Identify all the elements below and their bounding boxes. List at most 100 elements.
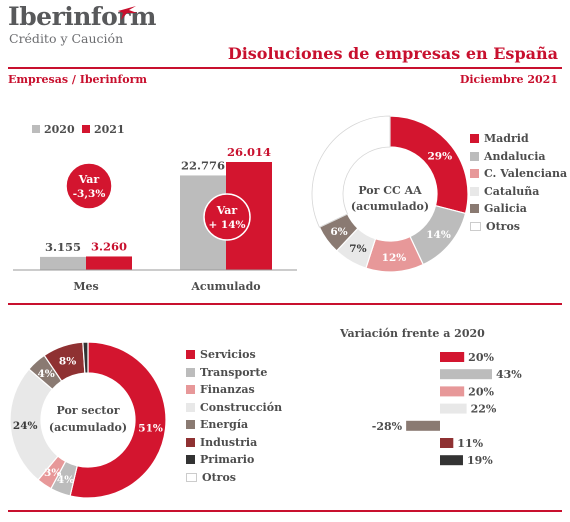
- ccaa-legend-swatch: [470, 204, 479, 214]
- brand-name: Iberinform: [8, 2, 156, 31]
- ccaa-data-label: 14%: [426, 229, 451, 241]
- sector-legend-swatch: [186, 472, 197, 482]
- sector-legend-swatch: [186, 367, 195, 377]
- donut-ccaa-title-line1: Por CC AA: [358, 184, 422, 197]
- sector-slice-primario: [82, 341, 89, 374]
- donut-ccaa-title-line2: (acumulado): [351, 200, 429, 213]
- sector-legend-label: Finanzas: [200, 383, 255, 397]
- variation-bubble-value: -3,3%: [73, 188, 106, 200]
- variation-value-label: 22%: [471, 403, 497, 416]
- sector-legend-label: Servicios: [200, 348, 256, 362]
- ccaa-legend-item: Galicia: [470, 200, 567, 218]
- ccaa-legend-label: Madrid: [484, 132, 529, 146]
- variation-value-label: -28%: [372, 420, 403, 433]
- sector-legend-item: Servicios: [186, 346, 282, 364]
- variation-bar-servicios: [440, 352, 465, 362]
- bar-chart-annotations: Var -3,3% Var + 14%: [65, 162, 251, 241]
- bar-mes-2021: [86, 256, 132, 270]
- sector-legend-swatch: [186, 420, 195, 430]
- sector-legend-item: Finanzas: [186, 381, 282, 399]
- ccaa-legend-label: Otros: [486, 219, 520, 233]
- ccaa-legend-swatch: [470, 169, 479, 179]
- bar-value-label: 26.014: [227, 145, 271, 159]
- legend-swatch-2020: [32, 125, 40, 133]
- sector-data-label: 8%: [59, 355, 76, 367]
- sector-legend-swatch: [186, 437, 195, 447]
- sector-legend-item: Primario: [186, 451, 282, 469]
- ccaa-legend-swatch: [470, 221, 481, 231]
- sector-data-label: 24%: [13, 420, 38, 432]
- variation-bubble: [65, 162, 113, 210]
- ccaa-data-label: 29%: [427, 150, 452, 162]
- variation-bubble-label: Var: [78, 173, 100, 186]
- legend-label-2020: 2020: [44, 123, 75, 136]
- variation-bubble-label: Var: [216, 204, 238, 217]
- ccaa-legend-swatch: [470, 151, 479, 161]
- ccaa-legend-item: Andalucia: [470, 148, 567, 166]
- variation-bar-energ-a: [406, 420, 440, 431]
- category-label-acumulado: Acumulado: [190, 280, 260, 293]
- bar-value-label: 3.155: [45, 240, 81, 254]
- variation-value-label: 11%: [457, 437, 483, 450]
- ccaa-data-label: 6%: [330, 226, 347, 238]
- brand-subtitle: Crédito y Caución: [9, 31, 124, 46]
- source-label: Empresas / Iberinform: [8, 73, 148, 86]
- sector-legend-label: Energía: [200, 418, 249, 432]
- ccaa-legend-label: Cataluña: [484, 184, 540, 198]
- sector-legend-swatch: [186, 402, 195, 412]
- sector-legend-swatch: [186, 350, 195, 360]
- sector-legend-item: Otros: [186, 469, 282, 487]
- ccaa-legend-label: C. Valenciana: [484, 167, 568, 181]
- legend-swatch-2021: [82, 125, 90, 133]
- sector-legend-label: Transporte: [200, 365, 268, 379]
- sector-legend-item: Energía: [186, 416, 282, 434]
- bar-value-label: 3.260: [91, 239, 127, 253]
- ccaa-legend-item: Madrid: [470, 130, 567, 148]
- sector-legend-label: Industria: [200, 435, 258, 449]
- ccaa-legend-swatch: [470, 186, 479, 196]
- ccaa-slice-madrid: [389, 115, 469, 215]
- ccaa-data-label: 12%: [382, 252, 407, 264]
- ccaa-legend-item: C. Valenciana: [470, 165, 567, 183]
- donut-ccaa: 29% 14% 12% 7%6% Por CC AA (acumulado): [311, 115, 469, 273]
- ccaa-legend-item: Otros: [470, 218, 567, 236]
- sector-data-label: 4%: [57, 474, 74, 486]
- legend-label-2021: 2021: [94, 123, 125, 136]
- donut-sector-legend: Servicios Transporte Finanzas Construcción E…: [186, 346, 282, 486]
- bar-mes-2020: [40, 256, 86, 270]
- sector-legend-item: Industria: [186, 434, 282, 452]
- report-title: Disoluciones de empresas en España: [227, 44, 558, 63]
- bar-chart-legend: 2020 2021: [32, 123, 125, 136]
- sector-legend-swatch: [186, 455, 195, 465]
- ccaa-legend-swatch: [470, 134, 479, 144]
- variation-bar-transporte: [440, 369, 492, 380]
- ccaa-legend-label: Galicia: [484, 202, 527, 216]
- ccaa-data-label: 7%: [349, 243, 366, 255]
- sector-slice-servicios: [69, 341, 167, 499]
- variation-bar-primario: [440, 455, 463, 466]
- footer-divider: [8, 510, 562, 512]
- sector-data-label: 4%: [37, 368, 54, 380]
- ccaa-slice-otros: [311, 115, 391, 228]
- sector-legend-swatch: [186, 385, 195, 395]
- variation-chart-title: Variación frente a 2020: [340, 327, 485, 340]
- variation-bubble-value: + 14%: [208, 219, 245, 231]
- donut-ccaa-legend: Madrid Andalucia C. Valenciana Cataluña Gali…: [470, 130, 567, 235]
- sector-data-label: 3%: [44, 467, 61, 479]
- report-date: Diciembre 2021: [459, 73, 558, 86]
- brand-logo-icon: [118, 6, 137, 20]
- donut-sector: 51%4%3%24%4%8% Por sector (acumulado): [9, 341, 167, 499]
- sector-legend-item: Transporte: [186, 364, 282, 382]
- variation-bar-industria: [440, 438, 454, 448]
- header-divider: [8, 67, 562, 69]
- donut-sector-title-line2: (acumulado): [49, 421, 127, 434]
- variation-value-label: 20%: [468, 385, 494, 398]
- sector-legend-label: Primario: [200, 453, 255, 467]
- sector-legend-item: Construcción: [186, 399, 282, 417]
- variation-bar-finanzas: [440, 386, 465, 397]
- section-divider: [8, 303, 562, 305]
- variation-value-label: 43%: [496, 368, 522, 381]
- donut-sector-title-line1: Por sector: [56, 404, 119, 417]
- variation-value-label: 19%: [467, 454, 493, 467]
- sector-legend-label: Construcción: [200, 400, 283, 414]
